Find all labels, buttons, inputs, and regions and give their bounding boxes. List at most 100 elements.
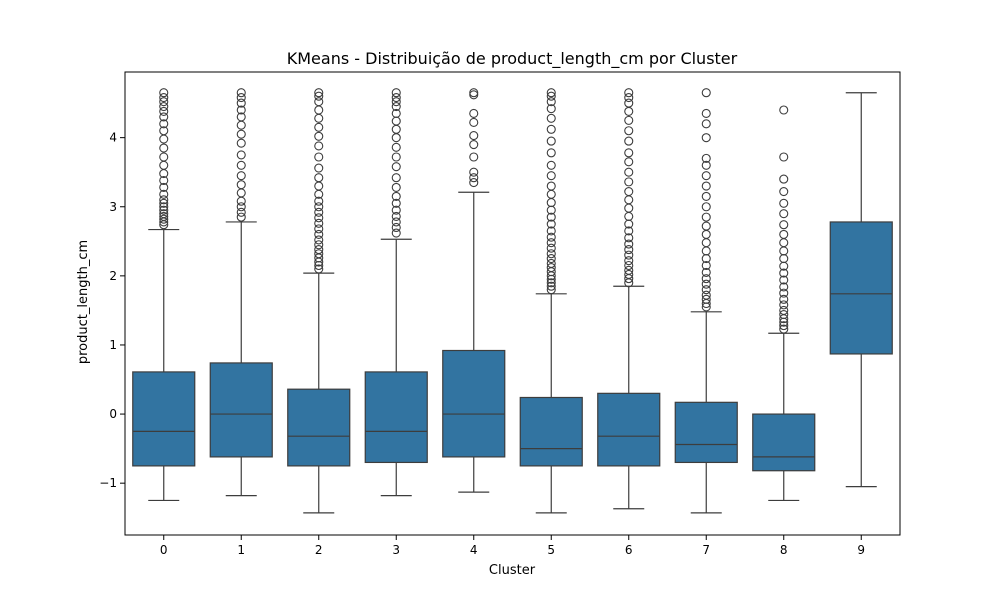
outlier-point: [624, 233, 634, 243]
outlier-point: [779, 282, 789, 292]
outlier-point: [314, 97, 324, 107]
outlier-point: [779, 294, 789, 304]
outlier-point: [391, 142, 401, 152]
outlier-point: [314, 207, 324, 217]
outlier-point: [236, 98, 246, 108]
outlier-point: [624, 195, 634, 205]
box-group-cluster-7: [674, 88, 738, 514]
y-axis-ticks: −1 0 1 2 3 4: [99, 131, 125, 490]
outlier-point: [159, 119, 169, 129]
outlier-point: [236, 120, 246, 130]
x-tick-label: 6: [625, 543, 633, 557]
y-tick-label: 1: [109, 338, 117, 352]
outlier-point: [546, 281, 556, 291]
outlier-point: [701, 153, 711, 163]
outlier-point: [701, 202, 711, 212]
outlier-point: [546, 113, 556, 123]
outlier-point: [159, 195, 169, 205]
chart-title: KMeans - Distribuição de product_length_…: [287, 49, 738, 69]
outlier-point: [314, 141, 324, 151]
x-tick-label: 9: [857, 543, 865, 557]
outlier-point: [546, 226, 556, 236]
outlier-point: [546, 136, 556, 146]
outlier-point: [236, 138, 246, 148]
y-axis-label: product_length_cm: [76, 240, 91, 364]
outlier-point: [314, 88, 324, 98]
box-group-cluster-4: [442, 88, 506, 493]
outlier-point: [624, 106, 634, 116]
outlier-point: [391, 162, 401, 172]
outlier-point: [546, 285, 556, 295]
box-group-cluster-3: [364, 88, 428, 497]
outlier-point: [391, 124, 401, 134]
plot-frame: [124, 71, 901, 536]
outlier-point: [546, 124, 556, 134]
box-iqr: [674, 401, 738, 464]
outlier-point: [701, 267, 711, 277]
outlier-point: [624, 211, 634, 221]
box-group-cluster-8: [752, 105, 816, 502]
outlier-point: [391, 88, 401, 98]
x-tick-label: 4: [470, 543, 478, 557]
outlier-point: [469, 178, 479, 188]
outlier-point: [236, 129, 246, 139]
outlier-point: [314, 122, 324, 132]
outlier-point: [469, 88, 479, 98]
outlier-point: [314, 181, 324, 191]
outlier-point: [391, 173, 401, 183]
outlier-point: [469, 131, 479, 141]
outlier-point: [159, 202, 169, 212]
outlier-point: [779, 198, 789, 208]
box-group-cluster-2: [287, 88, 351, 514]
outlier-point: [701, 285, 711, 295]
y-tick-label: 3: [109, 200, 117, 214]
outlier-point: [546, 88, 556, 98]
outlier-point: [546, 278, 556, 288]
x-axis-label: Cluster: [489, 563, 536, 578]
outlier-point: [779, 288, 789, 298]
box-iqr: [132, 371, 196, 467]
outlier-point: [779, 321, 789, 331]
outlier-point: [701, 191, 711, 201]
outlier-point: [314, 202, 324, 212]
outlier-point: [701, 160, 711, 170]
outlier-point: [159, 211, 169, 221]
outlier-point: [546, 263, 556, 273]
outlier-point: [546, 148, 556, 158]
outlier-point: [624, 98, 634, 108]
outlier-point: [546, 243, 556, 253]
y-tick-label: 4: [109, 131, 117, 145]
outlier-point: [779, 238, 789, 248]
outlier-point: [159, 112, 169, 122]
outlier-point: [624, 265, 634, 275]
outlier-point: [701, 274, 711, 284]
outlier-point: [236, 196, 246, 206]
x-axis-ticks: 0 1 2 3 4 5 6 7 8 9: [160, 535, 865, 557]
outlier-point: [624, 115, 634, 125]
box-group-cluster-5: [519, 88, 583, 514]
outlier-point: [701, 212, 711, 222]
outlier-point: [159, 160, 169, 170]
outlier-point: [391, 211, 401, 221]
outlier-point: [391, 222, 401, 233]
x-tick-label: 2: [315, 543, 323, 557]
outlier-point: [236, 207, 246, 217]
outlier-point: [546, 97, 556, 107]
outlier-point: [701, 246, 711, 256]
box-group-cluster-1: [209, 88, 273, 497]
outlier-point: [159, 126, 169, 136]
outlier-point: [159, 152, 169, 162]
outlier-point: [624, 93, 634, 103]
outlier-point: [624, 148, 634, 158]
outlier-point: [159, 106, 169, 116]
outlier-point: [779, 300, 789, 310]
outlier-point: [314, 173, 324, 183]
outlier-point: [701, 238, 711, 248]
outlier-point: [236, 93, 246, 103]
outlier-point: [779, 246, 789, 256]
outlier-point: [314, 113, 324, 123]
outlier-point: [314, 213, 324, 223]
outlier-point: [314, 152, 324, 162]
outlier-point: [314, 264, 324, 274]
outlier-point: [236, 105, 246, 115]
